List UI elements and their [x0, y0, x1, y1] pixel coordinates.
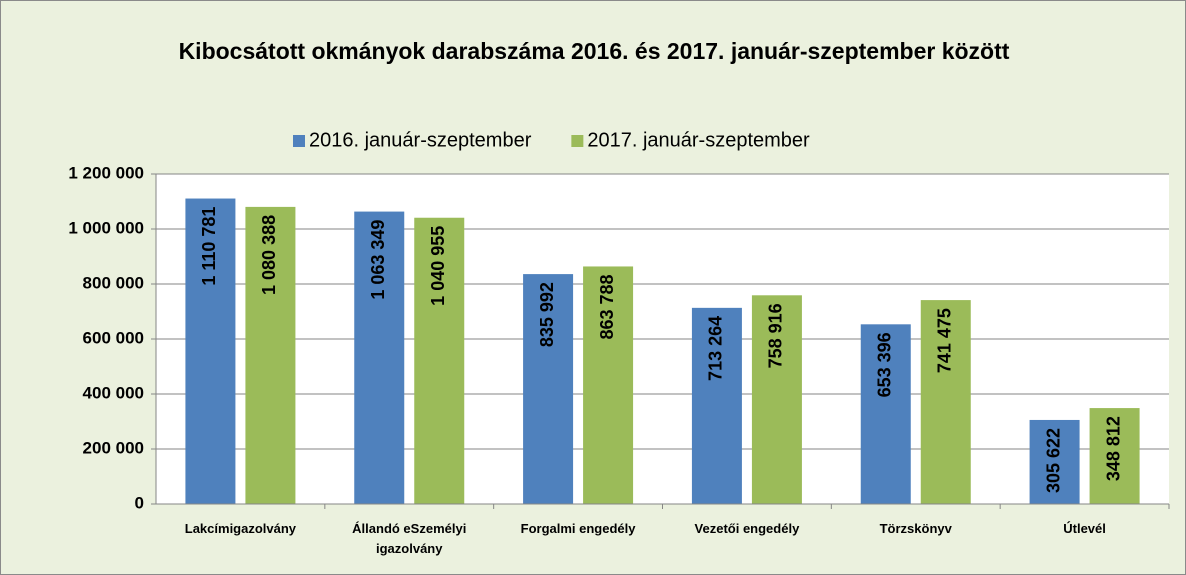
y-tick-label: 1 200 000: [68, 163, 144, 182]
value-label: 758 916: [766, 303, 786, 368]
bar: [245, 206, 296, 504]
value-label: 713 264: [706, 316, 726, 381]
chart-title: Kibocsátott okmányok darabszáma 2016. és…: [178, 38, 1010, 64]
bar: [1029, 419, 1080, 504]
bar: [751, 295, 802, 504]
legend-swatch: [571, 135, 584, 147]
legend-label: 2016. január-szeptember: [309, 129, 532, 151]
x-tick-label: Törzskönyv: [879, 521, 952, 536]
y-tick-label: 200 000: [83, 438, 144, 457]
legend-label: 2017. január-szeptember: [587, 129, 810, 151]
legend-swatch: [293, 135, 305, 147]
x-tick-label: Lakcímigazolvány: [184, 521, 297, 536]
value-label: 741 475: [935, 308, 955, 373]
y-tick-label: 600 000: [83, 328, 144, 347]
x-tick-label: Forgalmi engedély: [520, 521, 636, 536]
bar: [185, 198, 236, 505]
bar: [523, 274, 574, 504]
bar: [920, 300, 971, 504]
value-label: 653 396: [875, 332, 895, 397]
bar: [414, 217, 465, 505]
value-label: 1 063 349: [368, 220, 388, 300]
y-tick-label: 0: [135, 493, 144, 512]
value-label: 1 080 388: [259, 215, 279, 295]
y-tick-label: 1 000 000: [68, 218, 144, 237]
bar: [860, 324, 911, 504]
x-tick-label: Útlevél: [1063, 521, 1106, 536]
bar: [691, 307, 742, 504]
value-label: 835 992: [537, 282, 557, 347]
value-label: 305 622: [1043, 428, 1063, 493]
value-label: 348 812: [1103, 416, 1123, 481]
value-label: 1 040 955: [428, 226, 448, 306]
bar: [354, 211, 405, 504]
y-tick-label: 800 000: [83, 273, 144, 292]
bar: [1089, 408, 1140, 504]
value-label: 1 110 781: [199, 207, 219, 286]
y-tick-label: 400 000: [83, 383, 144, 402]
x-tick-label: Vezetői engedély: [694, 521, 800, 536]
x-tick-label: Állandó eSzemélyi igazolvány: [352, 521, 467, 556]
bar: [583, 266, 634, 504]
value-label: 863 788: [597, 274, 617, 339]
